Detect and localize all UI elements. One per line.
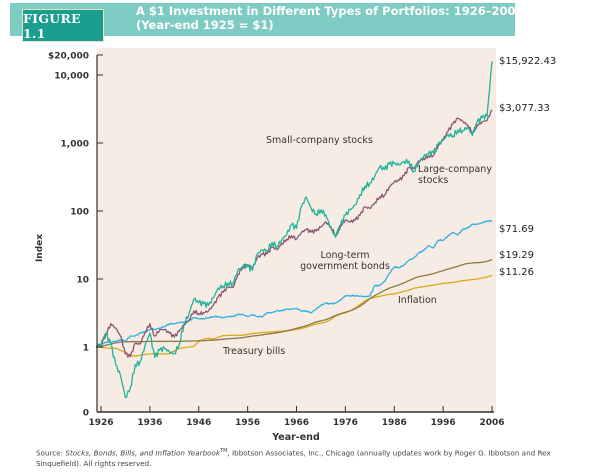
source-note: Source: Stocks, Bonds, Bills, and Inflat… xyxy=(36,446,576,469)
series-line-long-term-government-bonds xyxy=(95,219,493,348)
x-tick-label: 2006 xyxy=(479,418,504,428)
source-rest: , Ibbotson Associates, Inc., Chicago (an… xyxy=(36,448,551,469)
x-tick-label: 1926 xyxy=(88,418,113,428)
source-title: Stocks, Bonds, Bills, and Inflation Year… xyxy=(65,448,221,458)
y-tick-label: 0 xyxy=(83,409,89,419)
series-annotation: government bonds xyxy=(300,261,390,272)
series-annotation: Inflation xyxy=(398,295,437,306)
end-value-label: $11.26 xyxy=(499,267,534,278)
y-tick-label: 10 xyxy=(76,276,89,286)
y-tick-label: 1,000 xyxy=(61,140,89,150)
series-annotation: Long-term xyxy=(321,250,370,261)
x-tick-label: 1966 xyxy=(284,418,309,428)
figure-label-badge: FIGURE 1.1 xyxy=(22,9,104,42)
end-value-label: $3,077.33 xyxy=(499,103,550,114)
y-axis-label: Index xyxy=(35,234,45,262)
series-annotation: Treasury bills xyxy=(222,346,285,357)
x-ticks: 1926 1936 1946 1956 1966 1976 1986 1996 2006 xyxy=(88,406,505,428)
x-axis-label: Year-end xyxy=(271,432,320,443)
plot-area xyxy=(97,48,496,412)
series-annotation: Large-company xyxy=(418,164,492,175)
figure-title-line1: A $1 Investment in Different Types of Po… xyxy=(136,4,524,18)
series-annotation: Small-company stocks xyxy=(266,135,373,146)
x-tick-label: 1936 xyxy=(137,418,162,428)
series-line-treasury-bills xyxy=(95,258,493,348)
y-tick-label: 1 xyxy=(83,344,89,354)
y-ticks: 0 1 10 100 1,000 10,000 $20,000 xyxy=(48,52,103,419)
trademark: TM xyxy=(220,448,228,454)
x-tick-label: 1956 xyxy=(235,418,260,428)
end-value-labels: $15,922.43 $3,077.33 $71.69 $19.29 $11.26 xyxy=(499,56,556,278)
figure-title-line2: (Year-end 1925 = $1) xyxy=(136,18,274,32)
x-tick-label: 1976 xyxy=(333,418,358,428)
end-value-label: $19.29 xyxy=(499,250,534,261)
y-tick-label: 10,000 xyxy=(54,72,89,82)
y-tick-label: $20,000 xyxy=(48,52,89,62)
end-value-label: $15,922.43 xyxy=(499,56,556,67)
figure-title: A $1 Investment in Different Types of Po… xyxy=(136,4,524,32)
x-tick-label: 1986 xyxy=(382,418,407,428)
end-value-label: $71.69 xyxy=(499,224,534,235)
series-annotation: stocks xyxy=(418,175,448,186)
series-lines xyxy=(95,61,493,399)
x-tick-label: 1946 xyxy=(186,418,211,428)
series-line-small-company-stocks xyxy=(95,61,493,399)
source-prefix: Source: xyxy=(36,448,66,458)
x-tick-label: 1996 xyxy=(431,418,456,428)
y-tick-label: 100 xyxy=(70,208,89,218)
